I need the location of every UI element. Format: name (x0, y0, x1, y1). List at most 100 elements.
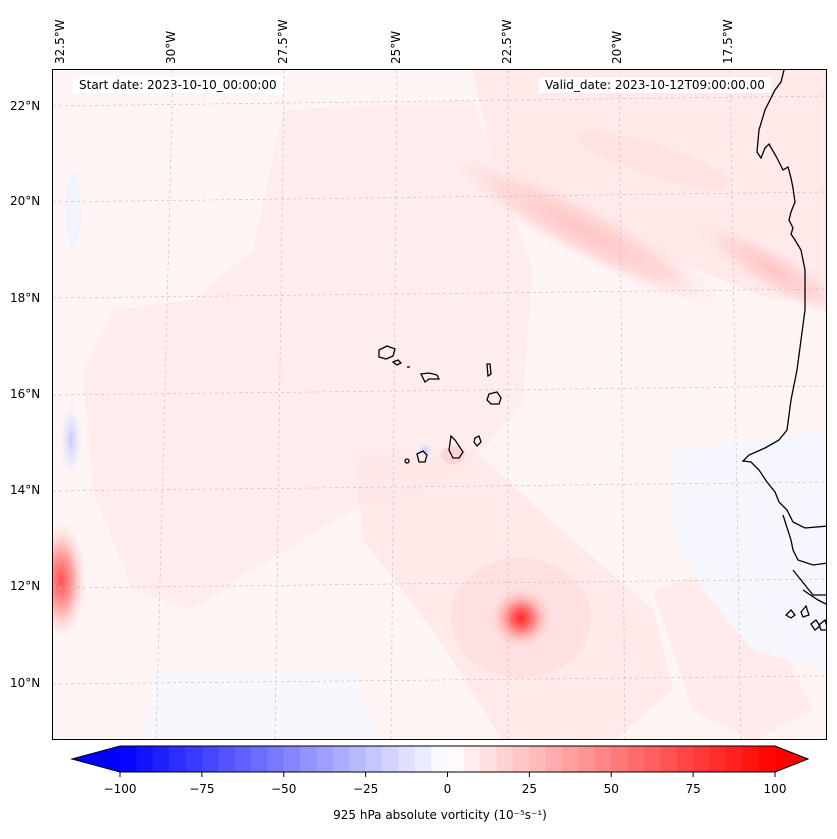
storm-core (487, 584, 555, 652)
lat-label-20n: 20°N (10, 194, 41, 208)
lat-label-18n: 18°N (10, 291, 41, 305)
lat-label-22n: 22°N (10, 99, 41, 113)
colorbar-level (644, 746, 661, 772)
colorbar-level (251, 746, 268, 772)
island-fogo (416, 450, 428, 463)
colorbar-level (562, 746, 579, 772)
colorbar-level (594, 746, 612, 772)
gridline-lon-17.5 (729, 70, 742, 739)
lon-label-32.5w: 32.5°W (53, 19, 67, 64)
island-santo-antao (378, 345, 396, 360)
neg-vorticity-west-2 (65, 170, 81, 250)
lon-label-27.5w: 27.5°W (276, 19, 290, 64)
lat-label-10n: 10°N (10, 676, 41, 690)
colorbar-level (545, 746, 563, 772)
cape-verde-islands (378, 345, 502, 464)
vorticity-map (52, 69, 827, 740)
colorbar-level (152, 746, 170, 772)
colorbar-extend-min (72, 746, 120, 772)
colorbar-level (676, 746, 694, 772)
colorbar-level (283, 746, 301, 772)
colorbar-level (513, 746, 530, 772)
coastline-africa-south (778, 501, 826, 605)
lon-label-30w: 30°W (164, 30, 178, 64)
neg-vorticity-island (415, 441, 435, 459)
colorbar-level (316, 746, 334, 772)
colorbar-level (496, 746, 514, 772)
colorbar-level (234, 746, 252, 772)
colorbar-level (332, 746, 350, 772)
island-maio (473, 435, 482, 447)
island-sal (486, 363, 492, 378)
neg-vorticity-east (673, 430, 826, 670)
island-sao-nicolau (420, 372, 441, 383)
colorbar-extend-max (775, 746, 808, 772)
coastline-bijagos-2 (800, 604, 810, 618)
colorbar-level (201, 746, 219, 772)
vorticity-max-west (53, 520, 87, 640)
colorbar-level (611, 746, 629, 772)
vorticity-band-3 (576, 130, 730, 190)
colorbar-level (218, 746, 236, 772)
colorbar-level (742, 746, 760, 772)
neg-vorticity-south (143, 670, 383, 739)
neg-vorticity-west (59, 400, 83, 480)
colorbar-level (758, 746, 776, 772)
colorbar-level (349, 746, 367, 772)
coastline-africa-north (741, 70, 806, 503)
island-brava (404, 458, 410, 464)
island-santiago (448, 434, 464, 459)
colorbar-level (578, 746, 596, 772)
lat-label-16n: 16°N (10, 387, 41, 401)
vorticity-band-2 (694, 221, 826, 319)
colorbar-level (431, 746, 448, 772)
colorbar-level (529, 746, 547, 772)
colorbar-level (398, 746, 416, 772)
colorbar-tick-label: 25 (521, 782, 538, 796)
coastlines (741, 70, 826, 631)
graticule (53, 70, 826, 739)
colorbar-level (120, 746, 137, 772)
colorbar-level (136, 746, 154, 772)
island-boa-vista (486, 391, 502, 405)
gridline-lon-20 (618, 70, 626, 739)
gridline-lon-30 (155, 70, 174, 739)
colorbar-tick-label: −100 (103, 782, 137, 796)
pos-vorticity-island (441, 446, 465, 464)
colorbar-level (267, 746, 285, 772)
lon-label-17.5w: 17.5°W (721, 19, 735, 64)
colorbar-level (660, 746, 678, 772)
colorbar-tick-label: 100 (763, 782, 787, 796)
colorbar-level (480, 746, 498, 772)
lon-label-20w: 20°W (610, 30, 624, 64)
vorticity-field (53, 70, 826, 739)
colorbar-tick-label: −25 (352, 782, 379, 796)
lon-label-22.5w: 22.5°W (500, 19, 514, 64)
colorbar-level (300, 746, 317, 772)
colorbar-level (414, 746, 432, 772)
colorbar-tick-label: 75 (685, 782, 701, 796)
colorbar-level (709, 746, 727, 772)
colorbar-level (447, 746, 465, 772)
colorbar-title: 925 hPa absolute vorticity (10⁻⁵s⁻¹) (333, 808, 547, 822)
gridline-lon-27.5 (274, 70, 285, 739)
colorbar-tick-label: −50 (271, 782, 297, 796)
colorbar-level (725, 746, 743, 772)
coastline-bijagos-1 (784, 609, 796, 619)
colorbar-level (365, 746, 383, 772)
colorbar-level (463, 746, 481, 772)
lat-label-12n: 12°N (10, 579, 41, 593)
gridline-lon-25 (390, 70, 398, 739)
colorbar-level (169, 746, 186, 772)
lon-label-25w: 25°W (389, 30, 403, 64)
colorbar-level (627, 746, 645, 772)
colorbar (70, 745, 810, 777)
colorbar-level (693, 746, 710, 772)
colorbar-tick-label: −75 (189, 782, 215, 796)
valid-date-label: Valid_date: 2023-10-12T09:00:00.00 (539, 77, 771, 93)
colorbar-tick-label: 0 (443, 782, 452, 796)
vorticity-region-southeast (653, 570, 813, 739)
colorbar-level (185, 746, 203, 772)
start-date-label: Start date: 2023-10-10_00:00:00 (73, 77, 283, 93)
colorbar-tick-label: 50 (603, 782, 619, 796)
